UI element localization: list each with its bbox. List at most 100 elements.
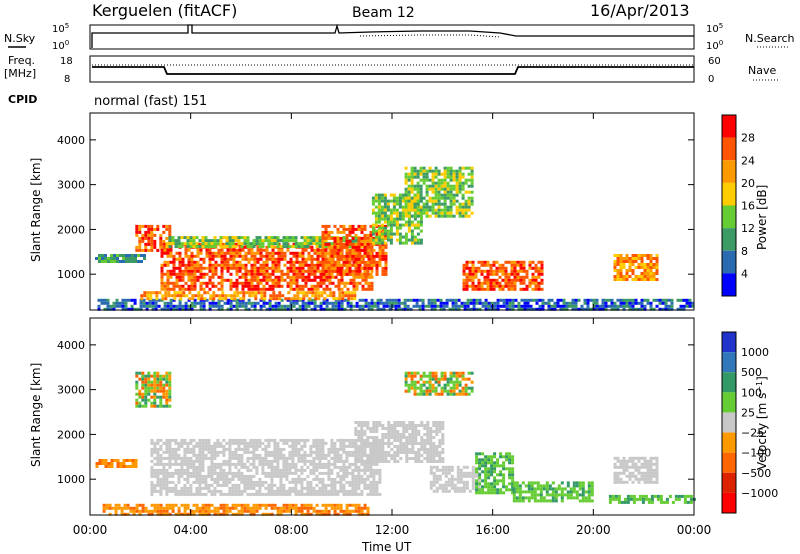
- power-cell: [125, 260, 128, 263]
- power-cell: [143, 291, 147, 295]
- power-cell: [286, 307, 290, 311]
- power-cell: [537, 266, 541, 270]
- power-cell: [471, 278, 475, 282]
- power-cell: [525, 275, 529, 279]
- power-cell: [416, 196, 420, 200]
- power-cell: [226, 257, 230, 261]
- power-cell: [181, 269, 185, 273]
- power-cell: [225, 239, 229, 243]
- velocity-cell: [252, 462, 256, 466]
- velocity-cell: [219, 462, 223, 466]
- power-cell: [398, 211, 402, 215]
- power-cell: [292, 266, 296, 270]
- velocity-cell: [240, 441, 244, 445]
- power-cell: [316, 281, 320, 285]
- velocity-cell: [315, 489, 319, 493]
- velocity-cell: [545, 487, 549, 491]
- velocity-cell: [306, 465, 310, 469]
- power-cell: [404, 223, 408, 227]
- velocity-cell: [246, 465, 250, 469]
- velocity-cell: [366, 477, 370, 481]
- power-cell: [640, 263, 644, 266]
- power-cell: [201, 245, 205, 249]
- velocity-cell: [294, 477, 298, 481]
- velocity-cell: [198, 486, 202, 490]
- velocity-cell: [309, 480, 313, 484]
- velocity-cell: [177, 471, 181, 475]
- velocity-cell: [369, 462, 373, 466]
- power-cell: [628, 269, 632, 272]
- velocity-cell: [303, 441, 307, 445]
- power-cell: [407, 238, 411, 242]
- power-cell: [304, 301, 308, 305]
- velocity-cell: [336, 465, 340, 469]
- power-cell: [528, 260, 532, 264]
- power-cell: [226, 307, 230, 311]
- power-cell: [296, 291, 300, 295]
- power-cell: [325, 278, 329, 282]
- velocity-cell: [378, 421, 382, 424]
- velocity-cell: [330, 462, 334, 466]
- power-cell: [310, 245, 314, 249]
- power-cell: [458, 175, 462, 179]
- power-cell: [383, 226, 387, 230]
- power-cell: [634, 278, 638, 281]
- power-cell: [304, 275, 308, 279]
- power-cell: [187, 287, 191, 291]
- power-cell: [363, 272, 367, 276]
- power-cell: [466, 307, 470, 311]
- power-cell: [351, 227, 355, 231]
- velocity-cell: [174, 438, 178, 442]
- power-cell: [498, 269, 502, 273]
- power-cell: [339, 266, 343, 270]
- velocity-cell: [255, 456, 259, 460]
- velocity-cell: [616, 480, 620, 484]
- velocity-cell: [231, 486, 235, 490]
- velocity-cell: [502, 476, 506, 480]
- power-cell: [184, 307, 188, 311]
- power-cell: [181, 272, 185, 276]
- power-cell: [153, 233, 157, 237]
- power-cell: [301, 263, 305, 267]
- velocity-cell: [318, 441, 322, 445]
- power-cell: [116, 254, 119, 257]
- velocity-cell: [369, 465, 373, 469]
- colorbar-swatch: [722, 250, 736, 274]
- velocity-cell: [502, 482, 506, 486]
- power-cell: [164, 297, 168, 301]
- power-cell: [205, 284, 209, 288]
- power-cell: [413, 169, 417, 173]
- power-cell: [330, 248, 334, 252]
- power-cell: [377, 217, 381, 221]
- colorbar-swatch: [722, 228, 736, 251]
- power-cell: [253, 260, 257, 264]
- power-cell: [322, 307, 326, 311]
- velocity-cell: [258, 477, 262, 481]
- power-cell: [383, 199, 387, 203]
- power-cell: [553, 304, 557, 308]
- power-cell: [328, 248, 332, 252]
- velocity-cell: [587, 481, 591, 485]
- power-cell: [351, 224, 355, 228]
- velocity-cell: [620, 500, 624, 504]
- velocity-cell: [165, 480, 169, 484]
- velocity-cell: [533, 499, 537, 503]
- velocity-cell: [414, 442, 418, 445]
- velocity-cell: [511, 482, 515, 486]
- power-cell: [202, 266, 206, 270]
- power-cell: [336, 251, 340, 255]
- velocity-cell: [198, 438, 202, 442]
- power-cell: [381, 248, 385, 252]
- velocity-cell: [324, 465, 328, 469]
- power-cell: [397, 298, 401, 302]
- velocity-cell: [656, 494, 660, 498]
- power-cell: [316, 260, 320, 264]
- power-cell: [323, 291, 327, 295]
- power-cell: [175, 251, 179, 255]
- velocity-cell: [318, 444, 322, 448]
- velocity-cell: [634, 465, 638, 469]
- velocity-cell: [363, 433, 367, 436]
- velocity-cell: [683, 500, 687, 504]
- power-cell: [208, 269, 212, 273]
- power-cell: [374, 211, 378, 215]
